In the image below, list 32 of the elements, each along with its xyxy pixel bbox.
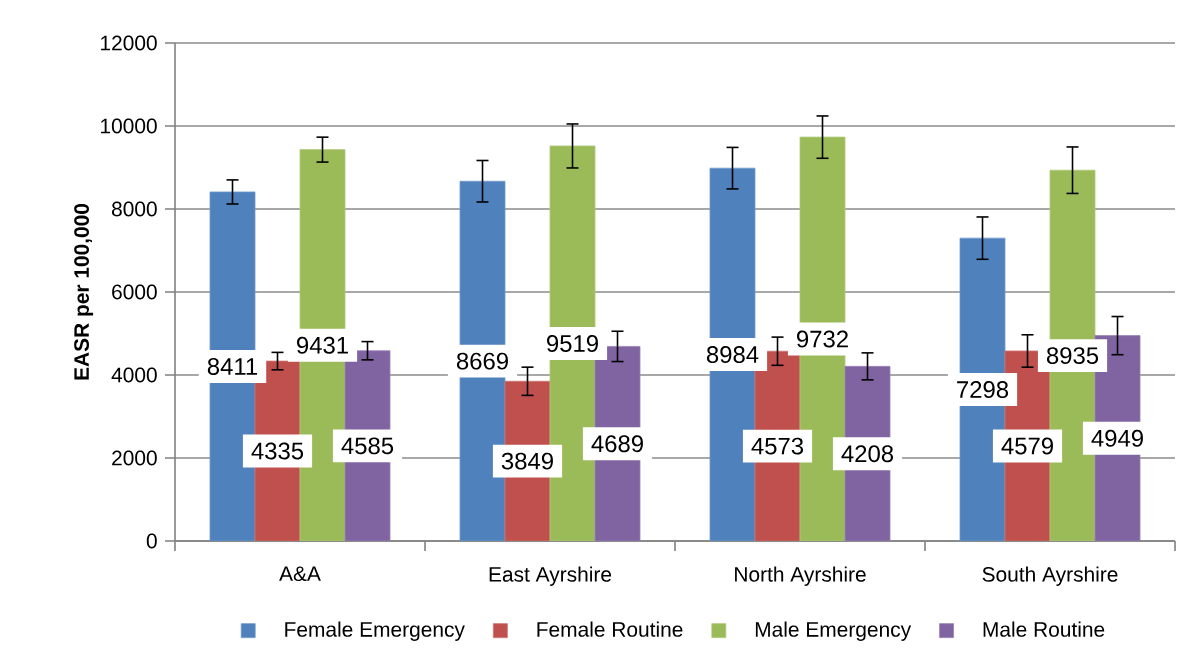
x-tick-label: East Ayrshire: [489, 566, 612, 586]
legend-label: Male Routine: [983, 621, 1105, 637]
data-label: 4335: [251, 442, 304, 460]
y-axis-title: EASR per 100,000: [74, 203, 94, 380]
legend-label: Male Emergency: [755, 621, 912, 641]
y-tick-label: 6000: [112, 284, 157, 300]
y-tick-label: 4000: [111, 367, 157, 383]
x-tick-label: North Ayrshire: [735, 566, 866, 586]
data-label: 9732: [797, 330, 848, 348]
data-label: 4579: [1001, 437, 1053, 455]
data-label: 8984: [706, 346, 759, 364]
legend-label: Female Routine: [537, 621, 683, 637]
data-label: 4573: [751, 437, 804, 455]
x-tick-label: A&A: [279, 566, 321, 582]
data-label: 9519: [547, 335, 598, 352]
legend-label: Female Emergency: [285, 621, 465, 641]
data-label: 8669: [456, 352, 508, 370]
y-tick-label: 10000: [101, 118, 157, 134]
y-tick-label: 12000: [101, 35, 157, 51]
y-tick-label: 2000: [112, 450, 157, 466]
data-label: 8411: [207, 358, 258, 375]
data-label: 8935: [1046, 347, 1099, 365]
data-label: 4208: [841, 445, 894, 463]
y-tick-label: 8000: [111, 201, 157, 217]
data-label: 3849: [501, 452, 553, 470]
data-label: 4689: [591, 435, 643, 453]
data-label: 7298: [957, 381, 1009, 399]
y-tick-label: 0: [146, 533, 157, 549]
x-tick-label: South Ayrshire: [982, 566, 1118, 586]
data-label: 4949: [1091, 429, 1143, 447]
data-label: 4585: [341, 437, 394, 455]
data-label: 9431: [297, 336, 348, 354]
